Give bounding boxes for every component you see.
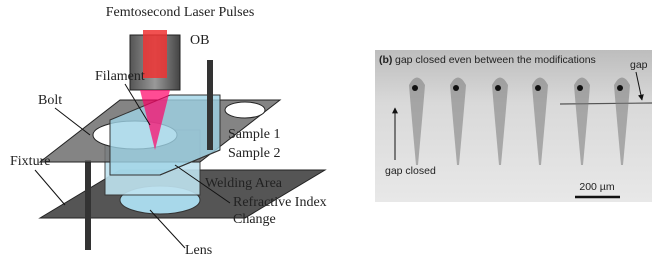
label: Lens (185, 243, 212, 258)
label: Refractive Index (233, 195, 327, 210)
laser-beam (143, 30, 167, 78)
plate-hole (225, 102, 265, 118)
leader (35, 170, 65, 205)
label: Filament (95, 69, 145, 84)
caption: gap closed even between the modification… (395, 54, 596, 66)
setup-diagram: Femtosecond Laser Pulses OB Filament Bol… (10, 5, 327, 258)
label: Welding Area (205, 176, 283, 191)
scale-label: 200 µm (579, 181, 614, 193)
modification-core (617, 85, 623, 91)
label: gap (630, 59, 648, 71)
panel-label: (b) (379, 54, 392, 66)
modification-core (577, 85, 583, 91)
modification-core (453, 85, 459, 91)
title: Femtosecond Laser Pulses (106, 5, 255, 20)
figure: Femtosecond Laser Pulses OB Filament Bol… (0, 0, 655, 263)
label: gap closed (385, 165, 436, 177)
modification-core (535, 85, 541, 91)
label: Sample 1 (228, 127, 281, 142)
label: OB (190, 33, 209, 48)
label: Bolt (38, 93, 62, 108)
leader (55, 108, 90, 135)
modification-core (495, 85, 501, 91)
label: Sample 2 (228, 146, 281, 161)
micrograph: (b) gap closed even between the modifica… (375, 50, 652, 202)
modification-core (412, 85, 418, 91)
label: Change (233, 212, 276, 227)
label: Fixture (10, 154, 50, 169)
